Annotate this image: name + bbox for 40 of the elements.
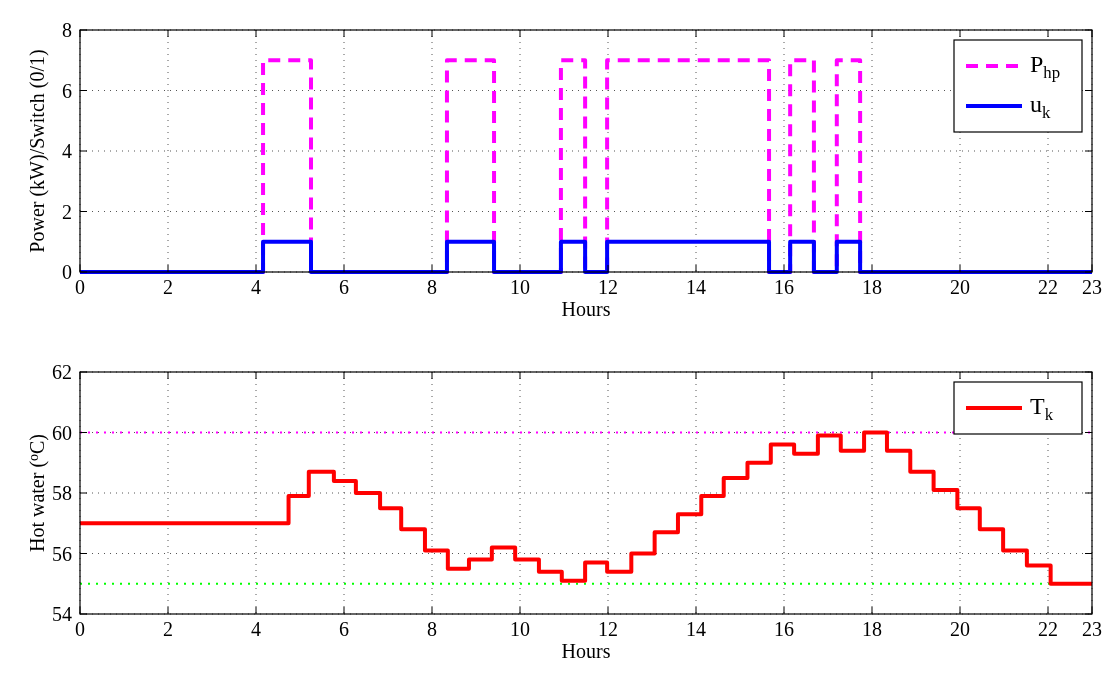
x-tick-label: 23 <box>1082 618 1102 640</box>
x-tick-label: 4 <box>251 618 261 640</box>
y-tick-label: 54 <box>52 603 72 625</box>
x-axis-title: Hours <box>561 640 611 662</box>
x-axis-title: Hours <box>561 298 611 320</box>
x-tick-label: 12 <box>598 618 618 640</box>
x-tick-label: 16 <box>774 618 794 640</box>
y-tick-label: 6 <box>62 79 72 102</box>
y-tick-label: 8 <box>62 19 72 41</box>
y-tick-label: 2 <box>62 200 72 223</box>
x-tick-label: 8 <box>427 276 437 298</box>
x-tick-label: 18 <box>862 276 882 298</box>
x-tick-label: 18 <box>862 618 882 640</box>
x-tick-label: 12 <box>598 276 618 298</box>
x-tick-label: 23 <box>1082 276 1102 298</box>
x-tick-label: 6 <box>339 276 349 298</box>
x-tick-label: 22 <box>1038 618 1058 640</box>
y-axis-title: Power (kW)/Switch (0/1) <box>26 49 49 253</box>
x-tick-label: 20 <box>950 276 970 298</box>
y-tick-label: 0 <box>62 261 72 283</box>
x-tick-label: 6 <box>339 618 349 640</box>
x-tick-label: 10 <box>510 618 530 640</box>
legend-label: T$_{k}$ <box>1030 393 1054 424</box>
x-tick-label: 16 <box>774 276 794 298</box>
y-tick-label: 4 <box>62 140 72 162</box>
x-tick-label: 14 <box>686 618 706 640</box>
x-tick-label: 4 <box>251 276 261 298</box>
legend-label: u$_{k}$ <box>1030 91 1051 122</box>
x-tick-label: 22 <box>1038 276 1058 298</box>
y-tick-label: 62 <box>52 361 72 383</box>
x-tick-label: 14 <box>686 276 706 298</box>
x-tick-label: 2 <box>163 276 173 298</box>
y-tick-label: 56 <box>52 542 72 565</box>
y-tick-label: 58 <box>52 482 72 504</box>
x-tick-label: 20 <box>950 618 970 640</box>
legend-label: P$_{hp}$ <box>1030 51 1061 82</box>
y-tick-label: 60 <box>52 421 72 444</box>
x-tick-label: 10 <box>510 276 530 298</box>
x-tick-label: 2 <box>163 618 173 640</box>
x-tick-label: 8 <box>427 618 437 640</box>
